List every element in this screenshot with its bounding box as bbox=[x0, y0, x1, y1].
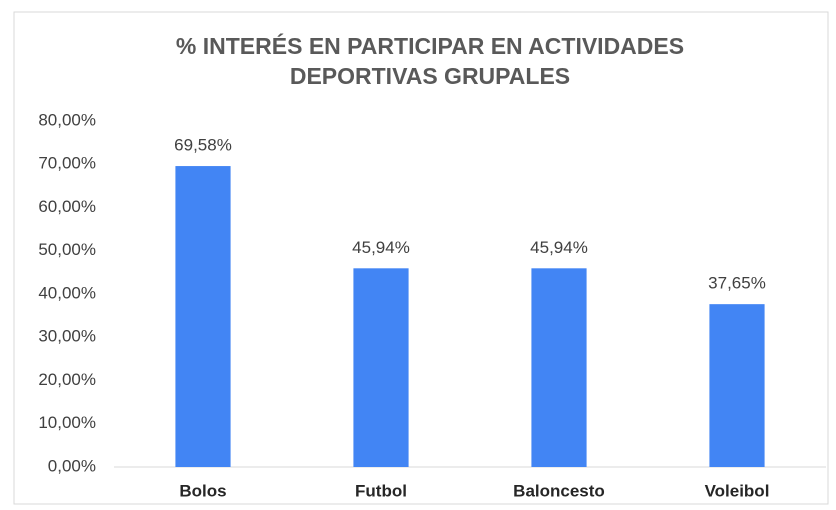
value-label: 45,94% bbox=[352, 238, 410, 257]
x-tick-label: Bolos bbox=[179, 481, 226, 500]
x-tick-label: Futbol bbox=[355, 481, 407, 500]
chart-title: DEPORTIVAS GRUPALES bbox=[290, 63, 570, 89]
value-label: 37,65% bbox=[708, 274, 766, 293]
y-tick-label: 50,00% bbox=[38, 240, 96, 259]
y-tick-label: 70,00% bbox=[38, 154, 96, 173]
y-tick-label: 80,00% bbox=[38, 110, 96, 129]
bar bbox=[709, 304, 765, 467]
y-tick-label: 20,00% bbox=[38, 370, 96, 389]
bar bbox=[175, 166, 231, 467]
y-tick-label: 10,00% bbox=[38, 413, 96, 432]
y-tick-label: 30,00% bbox=[38, 327, 96, 346]
y-tick-label: 60,00% bbox=[38, 197, 96, 216]
x-tick-label: Voleibol bbox=[705, 481, 770, 500]
chart-title: % INTERÉS EN PARTICIPAR EN ACTIVIDADES bbox=[176, 32, 684, 59]
y-tick-label: 0,00% bbox=[48, 456, 96, 475]
chart-frame bbox=[13, 11, 829, 505]
y-tick-label: 40,00% bbox=[38, 283, 96, 302]
x-tick-label: Baloncesto bbox=[513, 481, 605, 500]
value-label: 45,94% bbox=[530, 238, 588, 257]
bar bbox=[353, 268, 409, 467]
bar bbox=[531, 268, 587, 467]
value-label: 69,58% bbox=[174, 136, 232, 155]
